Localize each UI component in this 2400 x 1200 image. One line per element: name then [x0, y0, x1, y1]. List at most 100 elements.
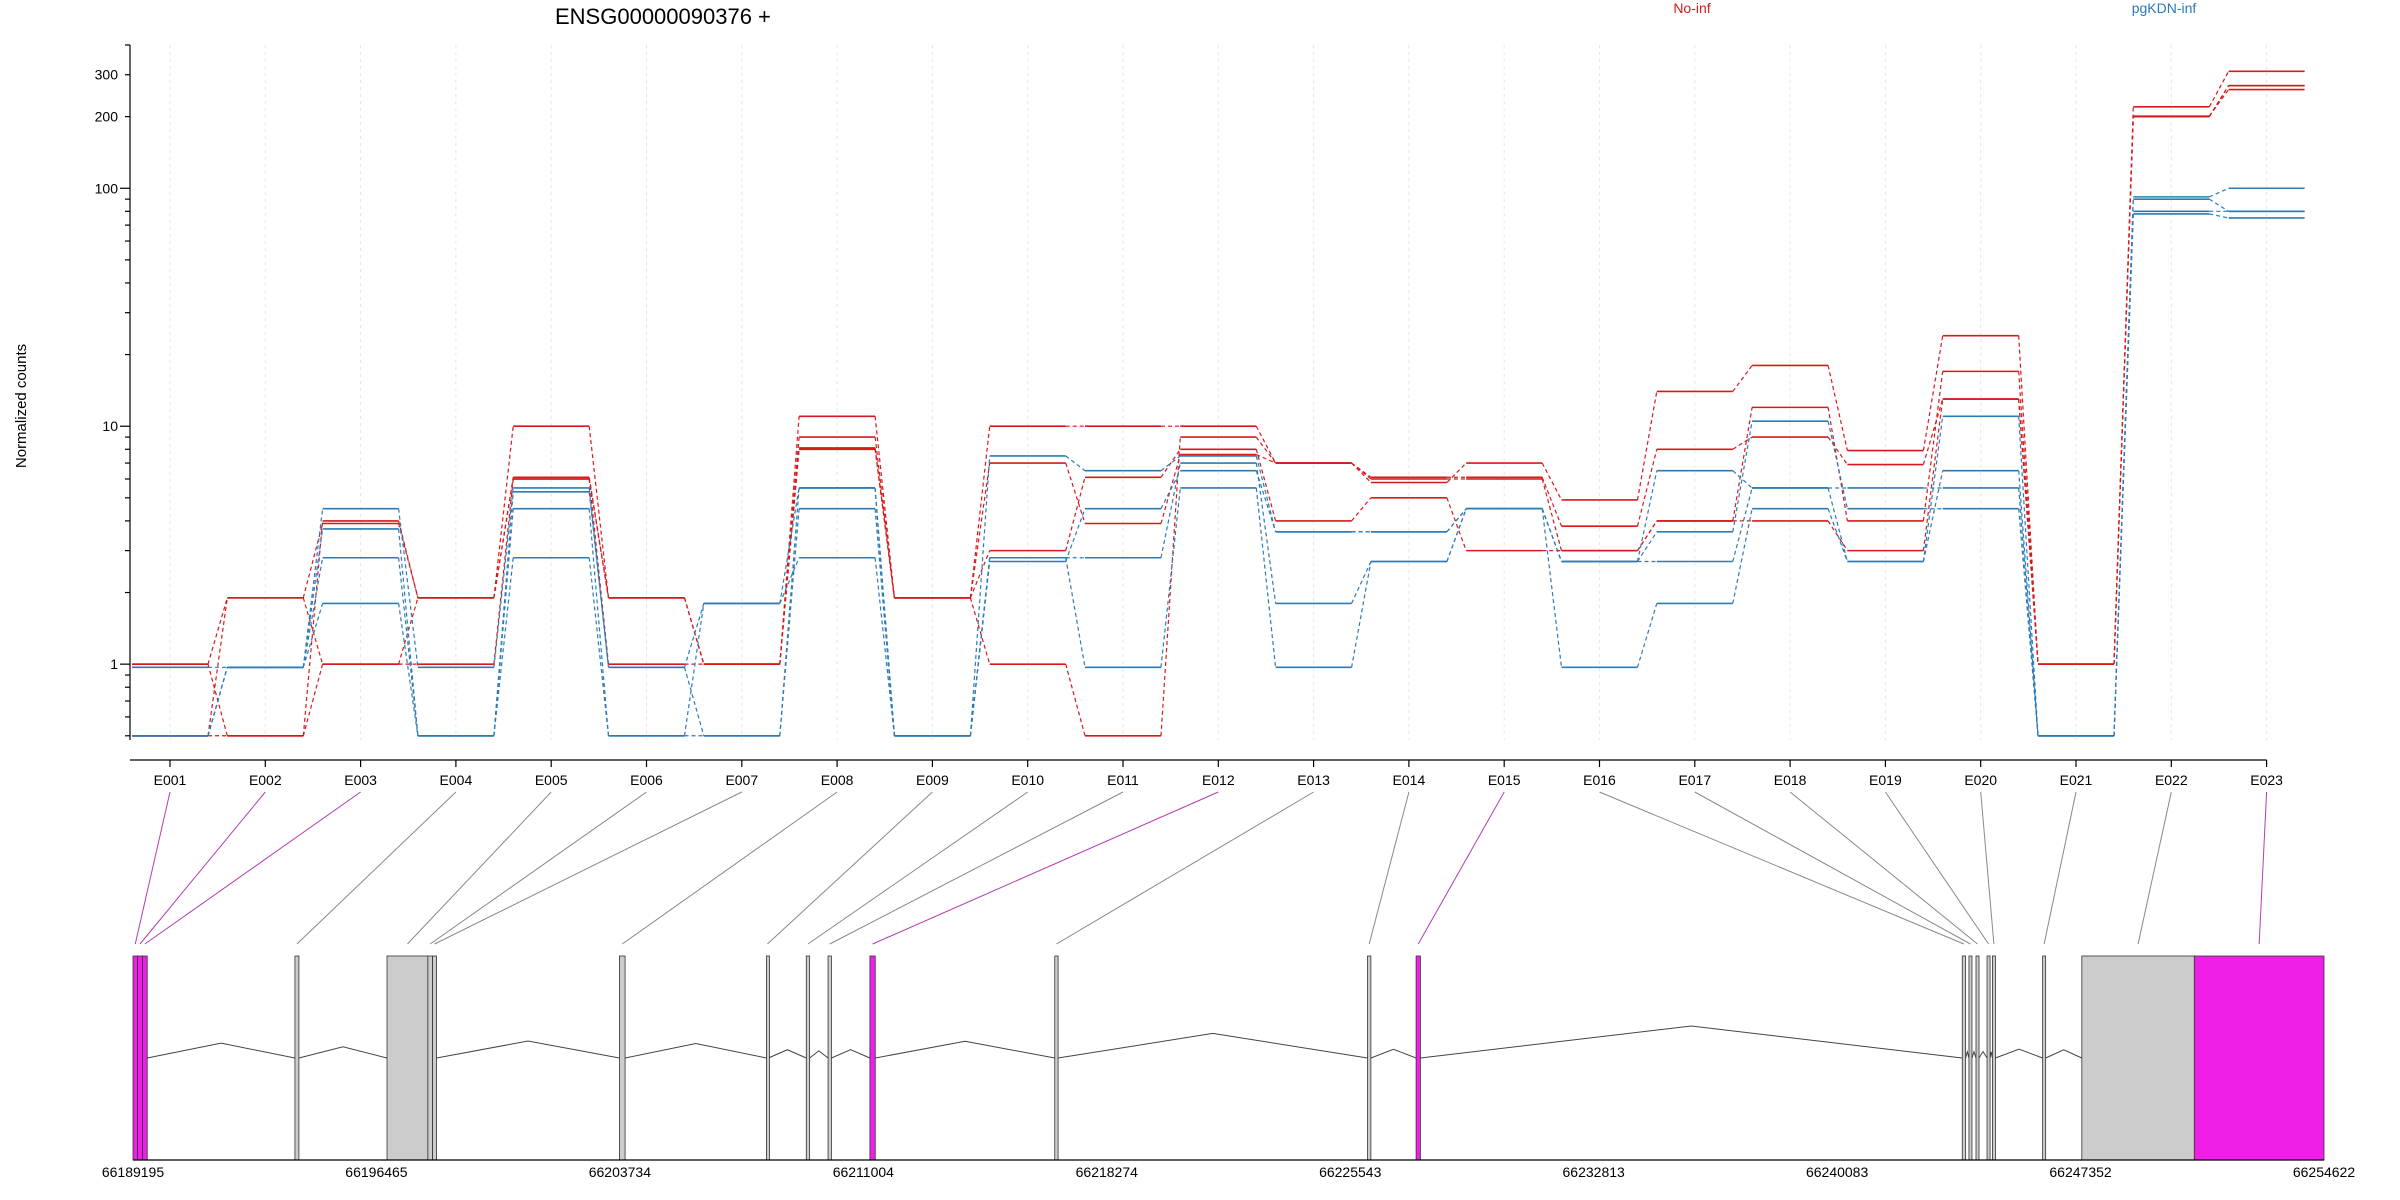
connector-line: [1417, 791, 1505, 945]
series-transition: [1827, 487, 1848, 562]
series-transition: [969, 597, 991, 665]
connector-line: [807, 791, 1028, 945]
series-transition: [588, 491, 610, 668]
series-pgkdn-inf-7: [132, 198, 2305, 737]
x-tick-label-e004: E004: [440, 772, 473, 788]
series-transition: [1636, 603, 1658, 668]
genomic-coordinate-label: 66232813: [1563, 1164, 1626, 1180]
x-tick-label-e020: E020: [1964, 772, 1997, 788]
exon-box-e002: [137, 955, 143, 1161]
connector-line: [429, 791, 647, 945]
x-axis: E001 E002 E003 E004 E005 E006 E007 E008 E009 E010…: [130, 759, 2283, 788]
series-transition: [302, 603, 324, 668]
series-transition: [779, 487, 800, 604]
connector-line: [1599, 791, 1965, 945]
connector-line: [1789, 791, 1978, 945]
connector-line: [407, 791, 552, 945]
intron-line: [1995, 1048, 2043, 1059]
connector-line: [139, 791, 266, 945]
series-transition: [1255, 436, 1277, 464]
connector-line: [1694, 791, 1971, 945]
series-transition: [588, 557, 610, 736]
genomic-coordinate-label: 66254622: [2293, 1164, 2356, 1180]
series-transition: [2113, 106, 2134, 665]
series-transition: [493, 491, 514, 736]
series-transition: [969, 462, 991, 598]
intron-line: [1058, 1032, 1368, 1059]
series-transition: [779, 487, 800, 736]
x-tick-label-e017: E017: [1678, 772, 1711, 788]
series-transition: [1255, 462, 1277, 604]
exon-box-e010: [805, 955, 811, 1161]
series-transition: [1351, 462, 1372, 483]
series-transition: [493, 478, 514, 598]
intron-line: [768, 1049, 807, 1059]
series-transition: [1827, 436, 1848, 465]
series-transition: [207, 597, 228, 665]
connector-line: [767, 791, 933, 945]
x-tick-label-e001: E001: [154, 772, 187, 788]
series-transition: [1827, 365, 1848, 451]
series-transition: [1541, 508, 1563, 668]
series-transition: [1446, 497, 1467, 551]
series-transition: [1446, 508, 1467, 533]
exon-box-e023: [2193, 955, 2325, 1161]
legend-entry-no-inf: No-inf: [1673, 0, 1710, 16]
series-transition: [683, 667, 705, 736]
genomic-coordinate-label: 66196465: [345, 1164, 408, 1180]
series-transition: [969, 557, 991, 736]
series-transition: [1732, 436, 1753, 450]
genomic-coordinate-label: 66211004: [833, 1164, 894, 1180]
series-transition: [1065, 663, 1086, 736]
exon-box-e014: [1367, 955, 1372, 1161]
series-transition: [493, 508, 514, 736]
series-transition: [1636, 470, 1658, 562]
connector-line: [144, 791, 361, 945]
chart-title: ENSG00000090376 +: [555, 4, 771, 29]
connector-line: [134, 791, 171, 945]
series-transition: [588, 478, 610, 598]
series-transition: [1255, 425, 1277, 464]
series-transition: [1541, 478, 1563, 551]
series-transition: [1922, 335, 1944, 451]
series-transition: [1065, 557, 1086, 668]
connector-line: [2043, 791, 2077, 945]
exon-box-e019: [1986, 955, 1991, 1161]
series-transition: [683, 603, 705, 668]
series-transition: [1255, 455, 1277, 532]
series-transition: [779, 449, 800, 665]
series-transition: [493, 478, 514, 665]
series-transition: [1446, 508, 1467, 562]
connector-line: [2137, 791, 2172, 945]
intron-line: [1978, 1050, 1988, 1059]
y-tick-label: 10: [102, 418, 118, 434]
x-tick-label-e003: E003: [344, 772, 377, 788]
connector-line: [829, 791, 1124, 945]
intron-line: [298, 1046, 388, 1059]
y-tick-label: 100: [95, 180, 119, 196]
exon-box-e021: [2042, 955, 2047, 1161]
intron-line: [1971, 1050, 1977, 1059]
exon-box-e007: [432, 955, 437, 1161]
series-transition: [493, 426, 514, 598]
series-transition: [302, 528, 324, 668]
y-tick-label: 200: [95, 109, 119, 125]
connector-line: [296, 791, 457, 945]
series-transition: [969, 561, 991, 736]
series-transition: [1827, 508, 1848, 562]
series-transition: [1160, 470, 1181, 509]
series-transition: [398, 557, 419, 736]
series-transition: [683, 597, 705, 665]
intron-line: [831, 1049, 871, 1059]
x-tick-label-e022: E022: [2155, 772, 2188, 788]
x-tick-label-e016: E016: [1583, 772, 1616, 788]
series-transition: [1541, 477, 1563, 527]
series-transition: [1065, 477, 1086, 551]
legend-entry-pgkdn-inf: pgKDN-inf: [2132, 0, 2197, 16]
series-transition: [1636, 531, 1658, 562]
series-transition: [2018, 470, 2039, 736]
series-transition: [1255, 470, 1277, 532]
exon-box-e009: [766, 955, 770, 1161]
series-transition: [1922, 470, 1944, 562]
